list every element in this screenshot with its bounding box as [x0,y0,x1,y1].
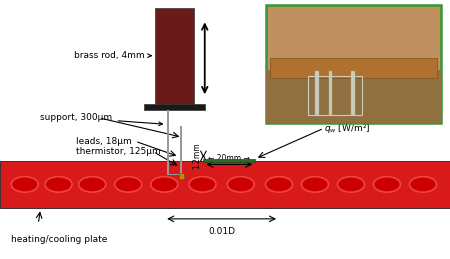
Text: ← 20mm →: ← 20mm → [208,154,250,163]
Bar [179,173,184,179]
Text: 1.2mm: 1.2mm [192,143,201,169]
Circle shape [151,177,178,192]
Bar [155,8,194,104]
Circle shape [302,177,328,192]
Bar [266,5,441,123]
Bar [180,126,182,174]
Text: 0.01D: 0.01D [208,227,235,236]
Circle shape [227,177,254,192]
Bar [351,71,355,115]
Bar [308,76,362,115]
Bar [166,110,169,174]
Text: heating/cooling plate: heating/cooling plate [11,235,108,244]
Circle shape [374,177,400,192]
Bar [203,159,255,162]
Text: leads, 18μm: leads, 18μm [76,137,132,146]
Bar [166,174,182,175]
Circle shape [11,177,38,192]
Bar [270,58,436,78]
Circle shape [45,177,72,192]
Bar [328,71,332,115]
Bar [266,70,441,123]
Circle shape [79,177,106,192]
Bar [0,161,450,208]
Circle shape [115,177,142,192]
Bar [144,104,205,110]
Text: $q_w$ [W/m²]: $q_w$ [W/m²] [324,122,370,135]
Bar [315,71,319,115]
Circle shape [189,177,216,192]
Text: support, 300μm: support, 300μm [40,113,162,126]
Circle shape [410,177,436,192]
Text: heat flux sensor: heat flux sensor [324,113,397,122]
Circle shape [338,177,364,192]
Text: brass rod, 4mm: brass rod, 4mm [74,51,151,60]
Circle shape [266,177,292,192]
Text: thermistor, 125μm: thermistor, 125μm [76,147,161,156]
